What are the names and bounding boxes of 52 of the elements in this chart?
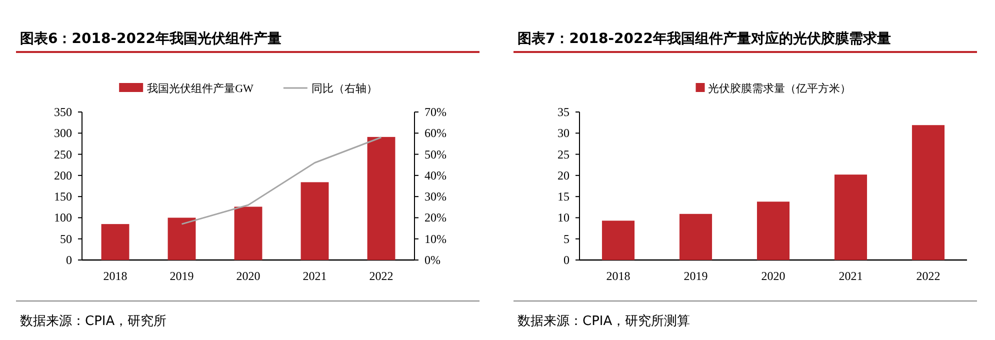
chart-title: 图表7：2018-2022年我国组件产量对应的光伏胶膜需求量: [518, 30, 891, 47]
y-tick-label: 200: [54, 168, 72, 182]
x-tick-label: 2018: [606, 269, 630, 283]
y-tick-label: 150: [54, 190, 72, 204]
x-tick-label: 2021: [838, 269, 863, 283]
y2-tick-label: 70%: [424, 105, 446, 119]
bar: [234, 206, 262, 260]
y-tick-label: 300: [54, 126, 72, 140]
x-tick-label: 2018: [103, 269, 128, 283]
y-tick-label: 50: [60, 232, 72, 246]
y2-tick-label: 20%: [424, 210, 446, 225]
bar: [300, 182, 329, 260]
bar: [602, 220, 635, 260]
x-tick-label: 2021: [302, 269, 327, 283]
y2-tick-label: 50%: [424, 147, 446, 162]
y2-tick-label: 10%: [424, 232, 446, 246]
y-tick-label: 35: [558, 105, 570, 119]
y-tick-label: 0: [66, 253, 72, 267]
legend-label: 我国光伏组件产量GW: [147, 82, 254, 95]
x-tick-label: 2022: [369, 269, 394, 283]
bar: [756, 202, 790, 260]
y-tick-label: 250: [54, 147, 72, 162]
source-note: 数据来源：CPIA，研究所: [20, 314, 167, 329]
y-tick-label: 0: [564, 253, 570, 267]
y-tick-label: 30: [558, 126, 570, 140]
source-note: 数据来源：CPIA，研究所测算: [518, 314, 690, 329]
bar: [834, 174, 868, 260]
bar: [101, 224, 130, 260]
y-tick-label: 10: [558, 210, 570, 225]
x-tick-label: 2020: [761, 269, 786, 283]
x-tick-label: 2019: [170, 269, 194, 283]
y-tick-label: 100: [54, 210, 72, 225]
chart-title: 图表6：2018-2022年我国光伏组件产量: [20, 30, 282, 47]
y2-tick-label: 0%: [424, 253, 440, 267]
y-tick-label: 350: [54, 105, 72, 119]
bar: [367, 136, 396, 260]
bar: [679, 214, 712, 260]
x-tick-label: 2020: [236, 269, 260, 283]
x-tick-label: 2019: [684, 269, 708, 283]
y-tick-label: 20: [558, 168, 570, 182]
x-tick-label: 2022: [916, 269, 940, 283]
y-tick-label: 25: [558, 147, 570, 162]
bar: [168, 218, 196, 260]
y-tick-label: 5: [564, 232, 570, 246]
y2-tick-label: 30%: [424, 190, 446, 204]
line-series: [181, 136, 382, 225]
y2-tick-label: 60%: [424, 126, 446, 140]
legend-label: 光伏胶膜需求量（亿平方米）: [708, 82, 851, 95]
legend-label: 同比（右轴）: [311, 82, 378, 95]
y2-tick-label: 40%: [424, 168, 446, 182]
y-tick-label: 15: [558, 190, 570, 204]
bar: [912, 125, 945, 260]
